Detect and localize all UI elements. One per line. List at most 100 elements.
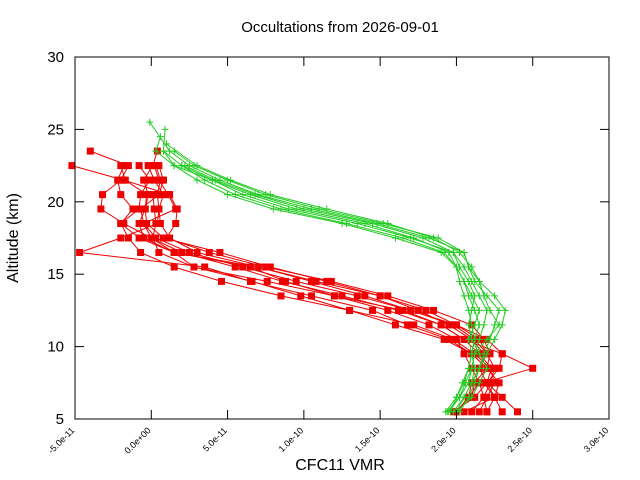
data-point — [312, 277, 320, 285]
data-point — [156, 133, 164, 141]
data-point — [491, 393, 499, 401]
data-point — [155, 249, 163, 256]
data-point — [216, 249, 224, 256]
data-point — [178, 249, 186, 256]
data-point — [282, 277, 289, 285]
data-point — [384, 306, 392, 314]
data-point — [152, 234, 160, 242]
data-point — [135, 205, 143, 213]
data-point — [330, 292, 338, 300]
data-point — [185, 249, 193, 256]
data-point — [224, 191, 232, 199]
data-point — [170, 249, 178, 256]
data-point — [141, 205, 149, 213]
data-point — [114, 176, 122, 184]
series-layer — [68, 118, 537, 416]
y-tick-label: 15 — [47, 266, 64, 283]
data-point — [137, 249, 145, 256]
data-point — [150, 162, 158, 170]
data-point — [445, 321, 453, 329]
data-point — [247, 263, 254, 271]
data-point — [152, 147, 160, 155]
data-point — [475, 408, 483, 416]
x-axis-label: CFC11 VMR — [295, 457, 385, 474]
data-point — [137, 191, 145, 199]
data-point — [471, 350, 479, 358]
data-point — [129, 205, 137, 213]
data-point — [495, 364, 503, 372]
data-point — [460, 350, 468, 358]
data-point — [449, 248, 457, 256]
data-point — [263, 277, 271, 285]
data-point — [140, 176, 148, 184]
data-point — [414, 306, 422, 314]
data-point — [391, 321, 399, 329]
data-point — [211, 176, 219, 184]
data-point — [369, 220, 377, 228]
data-point — [86, 147, 94, 155]
data-point — [468, 263, 476, 271]
data-point — [483, 379, 491, 387]
data-point — [483, 335, 491, 343]
data-point — [227, 176, 235, 184]
data-point — [491, 292, 499, 300]
y-axis-label: Altitude (km) — [5, 193, 22, 283]
y-tick-label: 10 — [47, 339, 64, 356]
data-point — [205, 249, 213, 256]
y-tick-label: 30 — [47, 49, 64, 66]
data-point — [297, 292, 305, 300]
data-point — [251, 191, 259, 199]
data-point — [146, 176, 154, 184]
data-point — [475, 277, 483, 285]
series-18 — [181, 162, 491, 416]
data-point — [495, 306, 503, 314]
data-point — [455, 263, 463, 271]
data-point — [475, 364, 483, 372]
data-point — [155, 191, 163, 199]
data-point — [491, 379, 499, 387]
data-point — [468, 335, 476, 343]
data-point — [150, 205, 158, 213]
chart-title: Occultations from 2026-09-01 — [241, 19, 439, 36]
data-point — [76, 249, 84, 256]
plot-frame — [74, 56, 610, 420]
y-tick-label: 20 — [47, 194, 64, 211]
data-point — [475, 321, 483, 329]
data-point — [323, 277, 331, 285]
data-point — [468, 408, 476, 416]
data-point — [430, 234, 438, 242]
data-point — [135, 220, 143, 227]
data-point — [465, 292, 473, 300]
data-point — [495, 321, 503, 329]
data-point — [395, 306, 402, 314]
data-point — [455, 393, 463, 401]
data-point — [266, 263, 274, 271]
data-point — [140, 234, 148, 242]
data-point — [369, 306, 376, 314]
data-point — [486, 306, 494, 314]
data-point — [422, 306, 430, 314]
data-point — [163, 140, 171, 148]
data-point — [117, 162, 125, 170]
data-point — [343, 220, 351, 228]
data-point — [147, 234, 155, 242]
data-point — [99, 191, 106, 199]
data-point — [483, 364, 491, 372]
data-point — [218, 277, 225, 285]
data-point — [471, 292, 479, 300]
data-point — [346, 306, 354, 314]
data-point — [163, 234, 170, 242]
data-point — [140, 220, 148, 227]
data-point — [231, 263, 239, 271]
data-point — [452, 335, 460, 343]
data-point — [155, 176, 163, 184]
data-point — [144, 162, 152, 170]
data-point — [498, 408, 506, 416]
data-point — [308, 277, 315, 285]
data-point — [452, 321, 460, 329]
data-point — [407, 306, 415, 314]
data-point — [465, 277, 473, 285]
data-point — [376, 292, 384, 300]
data-point — [465, 321, 473, 329]
